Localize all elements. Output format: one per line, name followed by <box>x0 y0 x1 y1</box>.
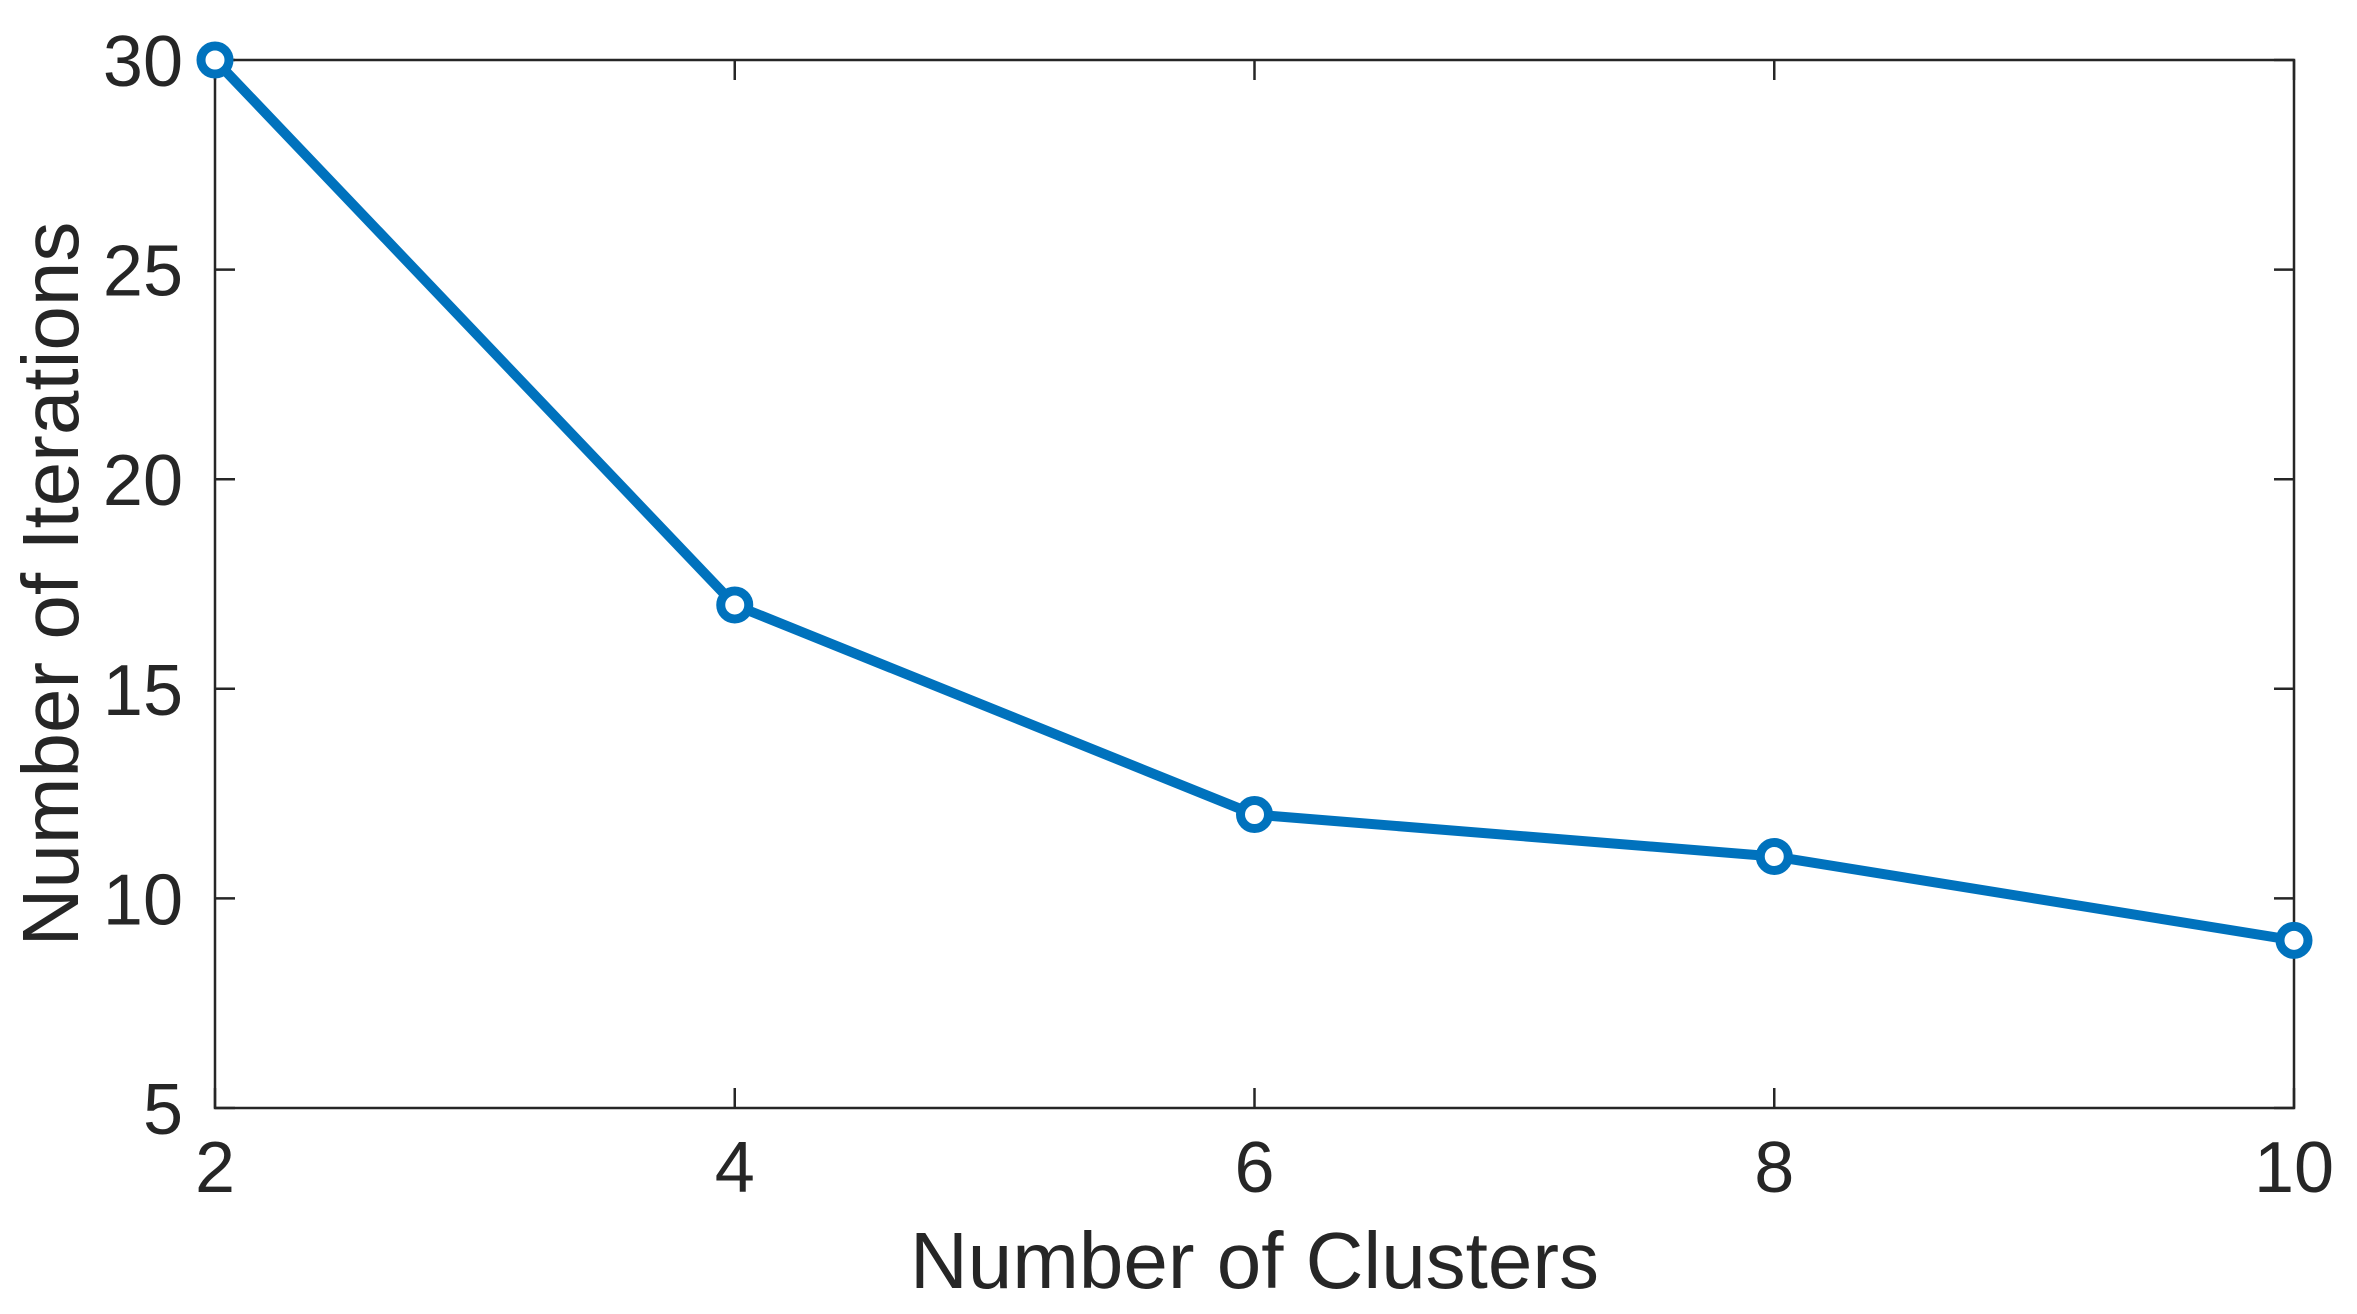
y-tick-label: 10 <box>103 860 183 940</box>
x-tick-label: 10 <box>2254 1128 2334 1208</box>
data-point-marker <box>1755 837 1793 875</box>
plot-box <box>213 58 2296 1110</box>
data-point-marker <box>2275 921 2313 959</box>
data-point-marker <box>716 586 754 624</box>
y-axis-label: Number of Iterations <box>6 222 95 947</box>
data-point-marker <box>1236 796 1273 834</box>
y-tick-label: 15 <box>103 651 183 731</box>
x-tick-label: 4 <box>715 1128 755 1208</box>
y-tick-label: 30 <box>103 22 183 102</box>
axes-box <box>213 58 2296 1110</box>
axis-ticks <box>213 58 2296 1110</box>
x-tick-label: 8 <box>1754 1128 1794 1208</box>
x-axis-label: Number of Clusters <box>910 1216 1599 1305</box>
y-tick-label: 25 <box>103 232 183 312</box>
y-tick-label: 5 <box>143 1070 183 1150</box>
x-tick-label: 6 <box>1234 1128 1274 1208</box>
y-tick-label: 20 <box>103 441 183 521</box>
tick-labels: 2 4 6 8 10 5 10 15 20 25 30 <box>103 22 2334 1208</box>
x-tick-label: 2 <box>195 1128 235 1208</box>
data-series <box>196 41 2313 959</box>
data-point-marker <box>196 41 234 79</box>
